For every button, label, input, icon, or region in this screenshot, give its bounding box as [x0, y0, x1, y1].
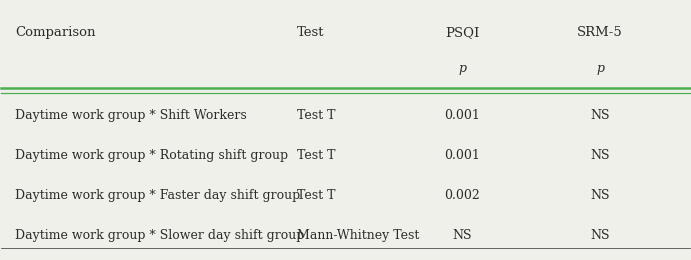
Text: Test T: Test T — [297, 189, 336, 202]
Text: Daytime work group * Rotating shift group: Daytime work group * Rotating shift grou… — [15, 149, 288, 162]
Text: Daytime work group * Faster day shift group: Daytime work group * Faster day shift gr… — [15, 189, 301, 202]
Text: Comparison: Comparison — [15, 26, 95, 39]
Text: 0.002: 0.002 — [444, 189, 480, 202]
Text: NS: NS — [590, 189, 610, 202]
Text: NS: NS — [453, 229, 472, 242]
Text: PSQI: PSQI — [445, 26, 480, 39]
Text: 0.001: 0.001 — [444, 149, 480, 162]
Text: SRM-5: SRM-5 — [577, 26, 623, 39]
Text: p: p — [596, 62, 604, 75]
Text: Test T: Test T — [297, 149, 336, 162]
Text: NS: NS — [590, 149, 610, 162]
Text: 0.001: 0.001 — [444, 109, 480, 122]
Text: Mann-Whitney Test: Mann-Whitney Test — [297, 229, 419, 242]
Text: Daytime work group * Slower day shift group: Daytime work group * Slower day shift gr… — [15, 229, 305, 242]
Text: NS: NS — [590, 109, 610, 122]
Text: NS: NS — [590, 229, 610, 242]
Text: Test T: Test T — [297, 109, 336, 122]
Text: Test: Test — [297, 26, 325, 39]
Text: p: p — [459, 62, 466, 75]
Text: Daytime work group * Shift Workers: Daytime work group * Shift Workers — [15, 109, 247, 122]
